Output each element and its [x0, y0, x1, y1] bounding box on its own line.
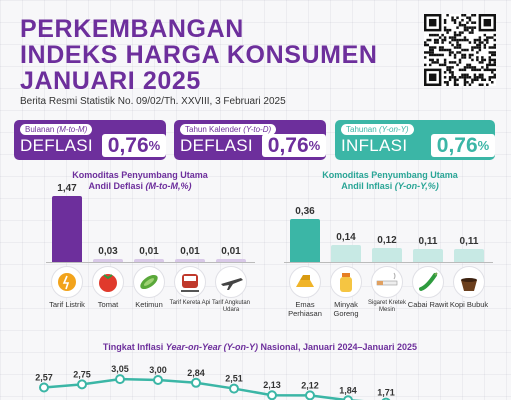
card-monthly: Bulanan (M-to-M) DEFLASI 0,76%: [14, 120, 166, 160]
card-yoy: Tahunan (Y-on-Y) INFLASI 0,76%: [335, 120, 495, 160]
commodity-label: Tarif Angkutan Udara: [211, 300, 251, 313]
bar: [216, 259, 246, 262]
bar-value-label: 0,12: [377, 234, 397, 246]
bar: [372, 247, 402, 262]
data-point: [77, 379, 87, 390]
chart-baseline: [46, 262, 255, 263]
bar: [331, 245, 361, 262]
cigarette-icon: [371, 266, 403, 298]
data-point-label: 2,57: [35, 373, 53, 383]
card-monthly-header: Bulanan (M-to-M): [20, 124, 93, 135]
lightbulb-icon: [51, 266, 83, 298]
line-chart-title: Tingkat Inflasi Year-on-Year (Y-on-Y) Na…: [102, 342, 418, 352]
data-point-label: 2,13: [263, 380, 281, 390]
commodity-label: Minyak Goreng: [333, 300, 359, 318]
bar: [134, 259, 164, 262]
bar: [93, 259, 123, 262]
bar-value-label: 1,47: [57, 182, 77, 194]
card-yoy-header: Tahunan (Y-on-Y): [341, 124, 414, 135]
bar-value-label: 0,01: [180, 246, 200, 257]
tomato-icon: [92, 266, 124, 298]
commodity-label: Kopi Bubuk: [449, 300, 489, 309]
bar-value-label: 0,01: [221, 246, 241, 257]
data-point: [191, 377, 201, 388]
data-point-label: 2,51: [225, 374, 243, 384]
coffee-icon: [453, 266, 485, 298]
card-yoy-kind: INFLASI: [341, 136, 408, 155]
commodity-label: Sigaret Kretek Mesin: [367, 300, 407, 313]
data-point: [305, 390, 315, 400]
data-point-label: 3,00: [149, 365, 167, 375]
commodity-label: Tomat: [97, 300, 119, 309]
chili-icon: [412, 266, 444, 298]
bar-value-label: 0,14: [336, 232, 356, 244]
commodity-label: Emas Perhiasan: [288, 300, 322, 318]
qr-code-icon[interactable]: [424, 14, 496, 86]
bar: [52, 195, 82, 262]
yoy-line-chart: 2,57 2,75 3,05 3,00 2,84 2,51 2,13 2,12 1,84 1,71: [35, 364, 395, 400]
data-point-label: 1,71: [377, 388, 395, 398]
data-point-label: 2,12: [301, 380, 319, 390]
bar: [175, 259, 205, 262]
data-point-label: 1,84: [339, 385, 357, 395]
bar-value-label: 0,01: [139, 246, 159, 257]
title-line-3: JANUARI 2025: [20, 67, 201, 95]
data-point: [343, 395, 353, 400]
data-point-label: 3,05: [111, 364, 129, 374]
data-point-label: 2,75: [73, 369, 91, 379]
cucumber-icon: [133, 266, 165, 298]
commodity-label: Cabai Rawit: [407, 300, 449, 309]
subtitle: Berita Resmi Statistik No. 09/02/Th. XXV…: [20, 96, 286, 107]
bar-value-label: 0,11: [459, 235, 479, 247]
bar: [290, 218, 320, 262]
bar: [413, 248, 443, 262]
data-point: [229, 383, 239, 394]
card-ytd-header: Tahun Kalender (Y-to-D): [180, 124, 277, 135]
chart-baseline: [284, 262, 493, 263]
commodity-label: Tarif Kereta Api: [169, 300, 211, 306]
title-line-2: INDEKS HARGA KONSUMEN: [20, 41, 378, 69]
airplane-icon: [215, 266, 247, 298]
inflation-section-title: Komoditas Penyumbang Utama Andil Inflasi…: [322, 170, 458, 191]
yoy-line: [43, 377, 364, 400]
data-point: [267, 390, 277, 400]
commodity-label: Tarif Listrik: [49, 300, 85, 309]
data-point: [153, 375, 163, 385]
train-icon: [174, 266, 206, 298]
gold-icon: [289, 266, 321, 298]
bar: [454, 248, 484, 262]
data-point: [39, 382, 49, 393]
card-yoy-value: 0,76%: [431, 134, 495, 157]
title-line-1: PERKEMBANGAN: [20, 15, 244, 43]
card-monthly-kind: DEFLASI: [20, 136, 93, 155]
card-ytd-value: 0,76%: [262, 134, 326, 157]
cooking-oil-icon: [330, 266, 362, 298]
data-point-label: 2,84: [187, 368, 205, 378]
deflation-section-title: Komoditas Penyumbang Utama Andil Deflasi…: [72, 170, 208, 191]
card-ytd-kind: DEFLASI: [180, 136, 253, 155]
bar-value-label: 0,03: [98, 246, 118, 257]
bar-value-label: 0,36: [295, 205, 315, 217]
card-ytd: Tahun Kalender (Y-to-D) DEFLASI 0,76%: [174, 120, 326, 160]
data-point: [115, 374, 125, 385]
commodity-label: Ketimun: [135, 300, 163, 309]
card-monthly-value: 0,76%: [102, 134, 166, 157]
bar-value-label: 0,11: [418, 235, 438, 247]
